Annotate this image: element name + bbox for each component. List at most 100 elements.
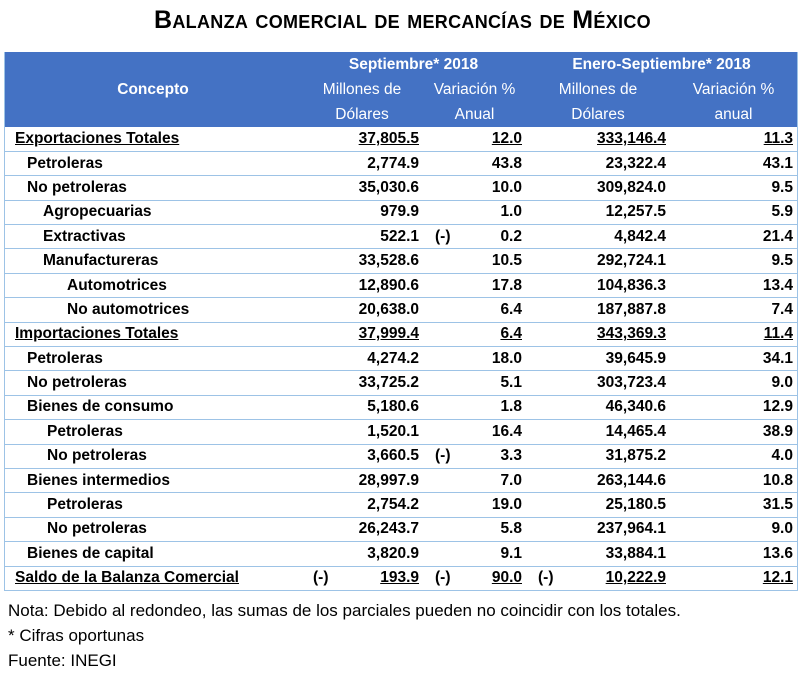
variacion-sep-cell: 9.1 [423, 542, 526, 566]
value: Bienes de consumo [27, 398, 174, 416]
variacion-ene-sep-cell: 9.5 [670, 249, 798, 273]
value: 10,222.9 [605, 569, 666, 587]
table-row: No petroleras 35,030.6 10.0 309,824.0 9.… [4, 176, 798, 201]
value: 7.4 [771, 300, 793, 318]
variacion-sep-cell: 1.0 [423, 200, 526, 224]
value: Bienes intermedios [27, 471, 170, 489]
note-cifras: * Cifras oportunas [8, 626, 145, 645]
table-row: Petroleras 2,774.9 43.8 23,322.4 43.1 [4, 151, 798, 176]
variacion-ene-sep-cell: 4.0 [670, 444, 798, 468]
value: 522.1 [380, 227, 419, 245]
header-dolares1: Dólares [335, 105, 389, 123]
value: 3,820.9 [367, 544, 419, 562]
value: 20,638.0 [358, 300, 419, 318]
value: 17.8 [491, 276, 522, 294]
variacion-sep-cell: 10.0 [423, 176, 526, 200]
millones-ene-sep-cell: 309,824.0 [526, 176, 670, 200]
millones-sep-cell: 12,890.6 [301, 273, 423, 297]
concepto-cell: No petroleras [5, 517, 302, 541]
millones-ene-sep-cell: 23,322.4 [526, 151, 670, 175]
variacion-ene-sep-cell: 11.4 [670, 322, 798, 346]
variacion-sep-cell: 10.5 [423, 249, 526, 273]
concepto-cell: No petroleras [5, 176, 302, 200]
variacion-sep-cell: 16.4 [423, 420, 526, 444]
value: 193.9 [380, 569, 419, 587]
millones-sep-cell: 4,274.2 [301, 347, 423, 371]
value: Agropecuarias [43, 203, 152, 221]
value: 12.9 [762, 398, 793, 416]
value: 979.9 [380, 203, 419, 221]
concepto-cell: Bienes de consumo [5, 395, 302, 419]
concepto-cell: Bienes de capital [5, 542, 302, 566]
value: 1,520.1 [367, 422, 419, 440]
value: No petroleras [27, 178, 127, 196]
value: 16.4 [491, 422, 522, 440]
value: 4,842.4 [614, 227, 666, 245]
millones-sep-cell: 3,820.9 [301, 542, 423, 566]
value: Saldo de la Balanza Comercial [15, 569, 239, 587]
table-row: Agropecuarias 979.9 1.0 12,257.5 5.9 [4, 200, 798, 225]
value: 23,322.4 [605, 154, 666, 172]
value: 38.9 [762, 422, 793, 440]
value: 303,723.4 [597, 374, 666, 392]
concepto-cell: Petroleras [5, 420, 302, 444]
value: 4.0 [771, 447, 793, 465]
variacion-ene-sep-cell: 13.4 [670, 273, 798, 297]
value: 5.8 [500, 520, 522, 538]
value: 104,836.3 [597, 276, 666, 294]
header-period2: Enero-Septiembre* 2018 [572, 55, 751, 73]
variacion-ene-sep-cell: 12.1 [670, 566, 798, 590]
variacion-ene-sep-cell: 5.9 [670, 200, 798, 224]
concepto-cell: Automotrices [5, 273, 302, 297]
table-row: Exportaciones Totales 37,805.5 12.0 333,… [4, 127, 798, 152]
variacion-sep-cell: 1.8 [423, 395, 526, 419]
value: No petroleras [27, 374, 127, 392]
value: 6.4 [500, 300, 522, 318]
value: 9.5 [771, 252, 793, 270]
table-row: Petroleras 2,754.2 19.0 25,180.5 31.5 [4, 493, 798, 518]
header-row-1: Concepto Septiembre* 2018 Enero-Septiemb… [4, 52, 798, 98]
millones-ene-sep-cell: 33,884.1 [526, 542, 670, 566]
millones-ene-sep-cell: 104,836.3 [526, 273, 670, 297]
variacion-ene-sep-cell: 43.1 [670, 151, 798, 175]
value: 292,724.1 [597, 252, 666, 270]
value: 5,180.6 [367, 398, 419, 416]
value: Petroleras [27, 349, 103, 367]
millones-sep-cell: (-) 193.9 [301, 566, 423, 590]
variacion-ene-sep-cell: 34.1 [670, 347, 798, 371]
concepto-cell: Saldo de la Balanza Comercial [5, 566, 302, 590]
value: 309,824.0 [597, 178, 666, 196]
value: 3.3 [500, 447, 522, 465]
negative-prefix: (-) [435, 447, 451, 465]
value: 43.8 [491, 154, 522, 172]
negative-prefix: (-) [313, 569, 329, 587]
table-row: No automotrices 20,638.0 6.4 187,887.8 7… [4, 298, 798, 323]
value: Petroleras [27, 154, 103, 172]
table-row: Bienes de consumo 5,180.6 1.8 46,340.6 1… [4, 395, 798, 420]
value: 10.5 [491, 252, 522, 270]
value: 9.0 [771, 520, 793, 538]
concepto-cell: Petroleras [5, 493, 302, 517]
concepto-cell: Manufactureras [5, 249, 302, 273]
concepto-cell: Exportaciones Totales [5, 127, 302, 151]
millones-sep-cell: 35,030.6 [301, 176, 423, 200]
variacion-sep-cell: 5.1 [423, 371, 526, 395]
value: 3,660.5 [367, 447, 419, 465]
header-anual2: anual [714, 105, 753, 123]
variacion-sep-cell: 18.0 [423, 347, 526, 371]
millones-sep-cell: 20,638.0 [301, 298, 423, 322]
value: 11.3 [763, 129, 793, 147]
variacion-sep-cell: 6.4 [423, 298, 526, 322]
variacion-ene-sep-cell: 9.0 [670, 371, 798, 395]
header-millones2: Millones de [558, 80, 638, 98]
table-row: Importaciones Totales 37,999.4 6.4 343,3… [4, 322, 798, 347]
table-row: Petroleras 1,520.1 16.4 14,465.4 38.9 [4, 420, 798, 445]
millones-sep-cell: 2,774.9 [301, 151, 423, 175]
value: 0.2 [500, 227, 522, 245]
value: Bienes de capital [27, 544, 154, 562]
header-concepto: Concepto [117, 80, 189, 98]
note-fuente: Fuente: INEGI [8, 651, 117, 670]
millones-ene-sep-cell: 343,369.3 [526, 322, 670, 346]
millones-ene-sep-cell: 12,257.5 [526, 200, 670, 224]
value: 13.6 [762, 544, 793, 562]
